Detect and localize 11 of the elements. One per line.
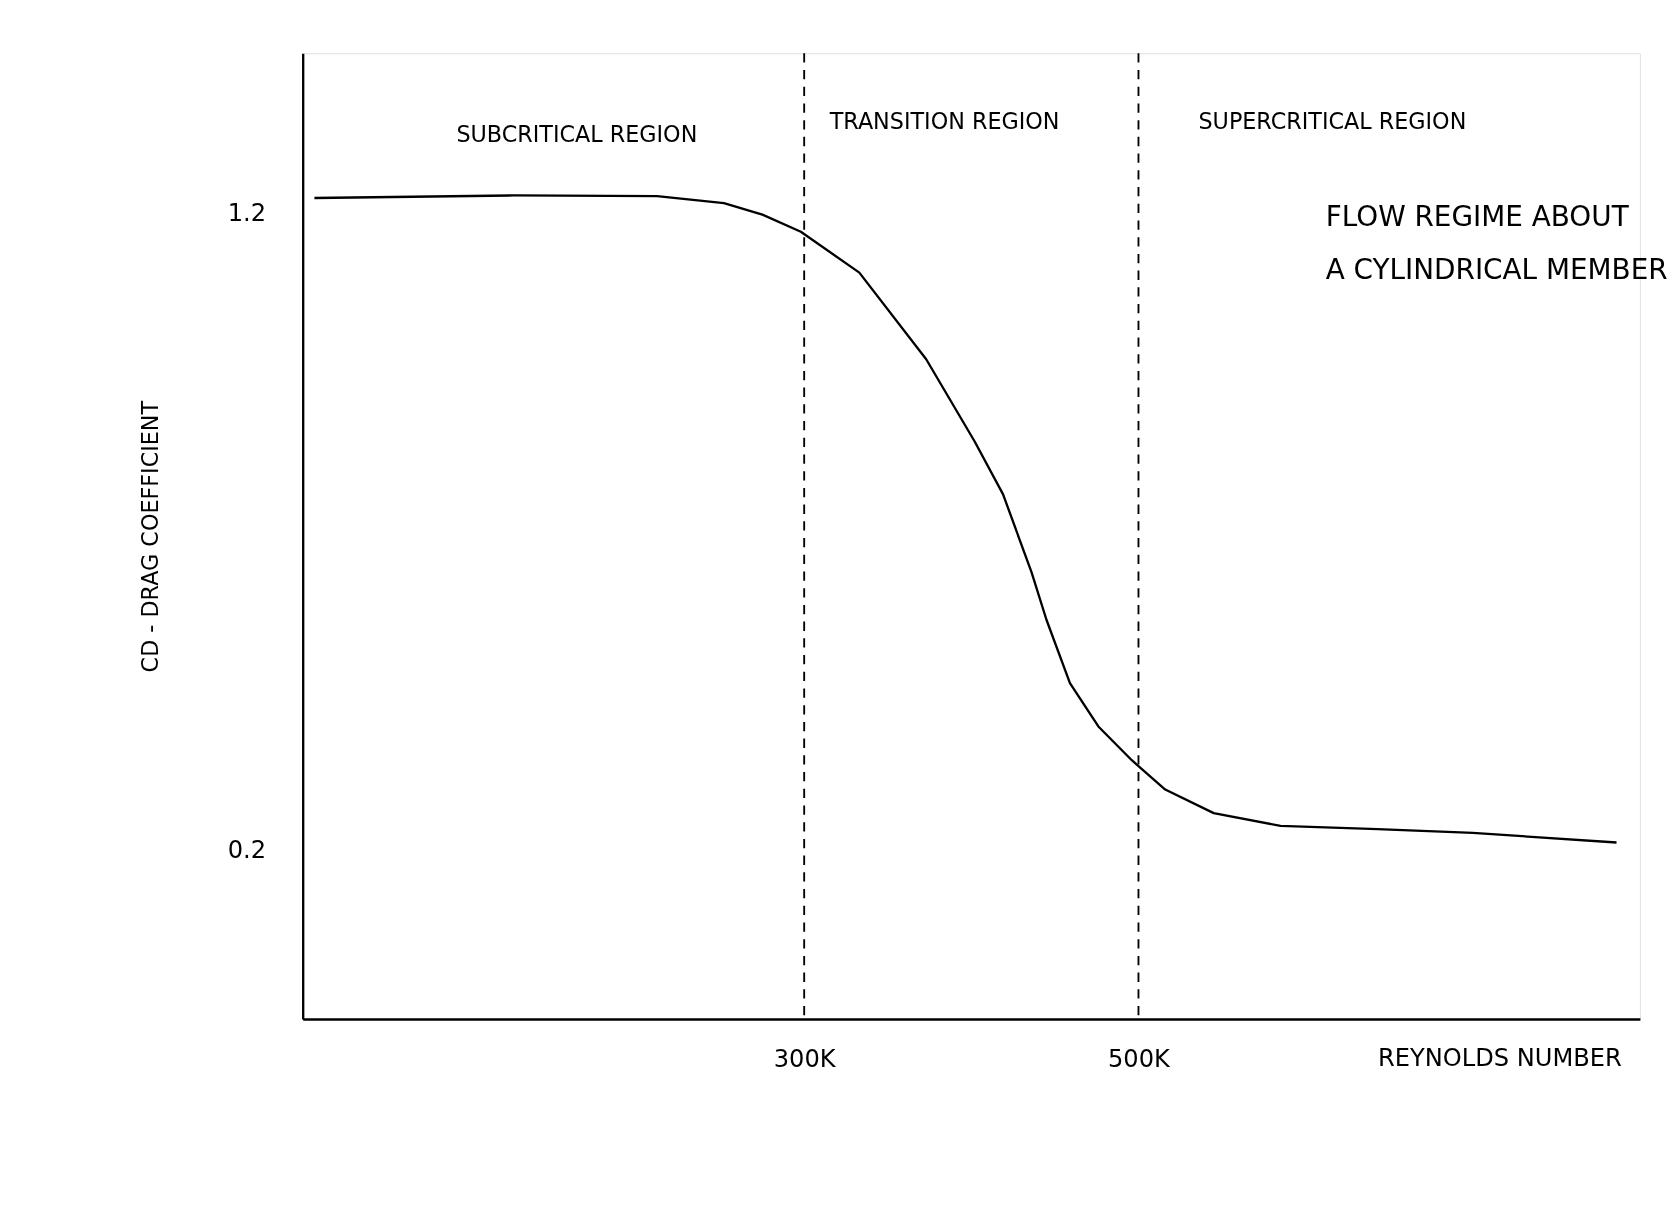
annotation: A CYLINDRICAL MEMBER: [1325, 252, 1668, 286]
annotation: TRANSITION REGION: [828, 108, 1060, 135]
annotation: SUBCRITICAL REGION: [456, 120, 698, 147]
annotation: SUPERCRITICAL REGION: [1198, 108, 1467, 135]
y-tick-label: 0.2: [227, 836, 267, 865]
x-axis-title: REYNOLDS NUMBER: [1377, 1043, 1623, 1072]
y-tick-label: 1.2: [227, 198, 267, 227]
x-tick-label: 500K: [1108, 1044, 1172, 1073]
x-tick-label: 300K: [773, 1044, 837, 1073]
y-axis-title: CD - DRAG COEFFICIENT: [137, 400, 163, 673]
annotation: FLOW REGIME ABOUT: [1325, 199, 1630, 233]
